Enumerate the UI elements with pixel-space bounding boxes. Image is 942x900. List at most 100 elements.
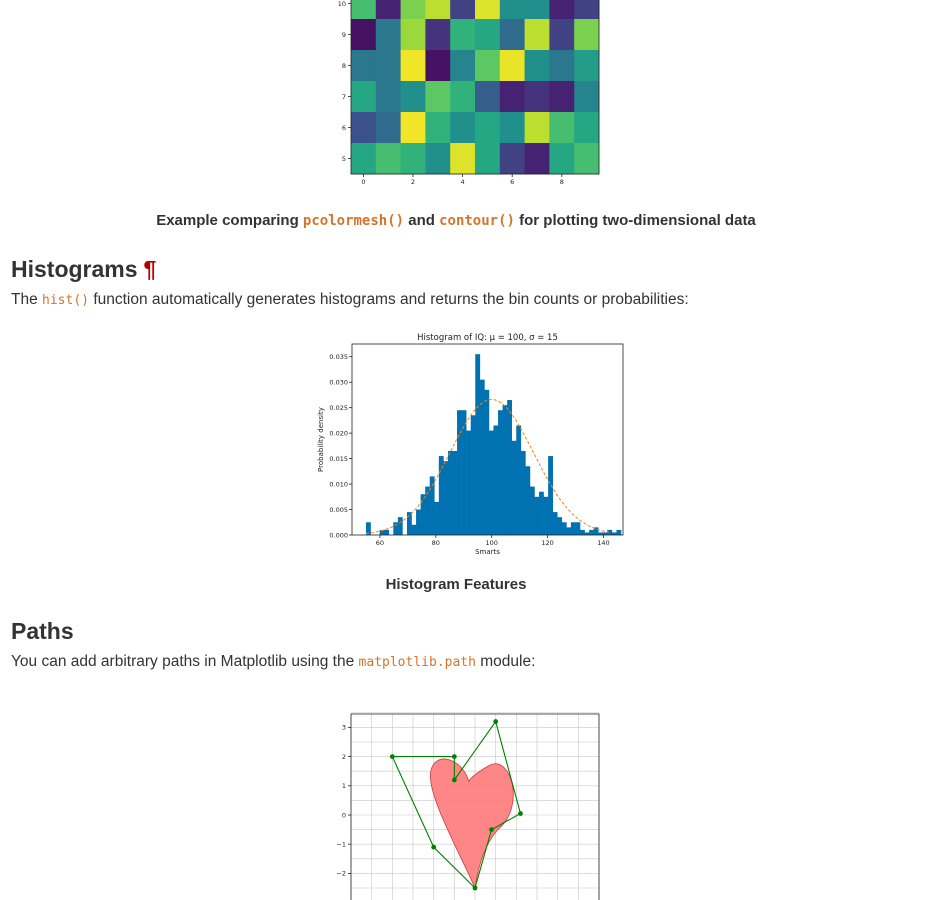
control-point: [431, 844, 437, 850]
histogram-bar: [616, 529, 622, 535]
pdf-curve-line: [365, 398, 610, 534]
heatmap-cell: [351, 112, 377, 144]
y-tick-label: 5: [342, 155, 346, 163]
heatmap-cell: [425, 81, 451, 113]
heatmap-cell: [574, 81, 600, 113]
x-tick-label: 100: [485, 539, 497, 547]
histogram-bar: [397, 517, 403, 535]
histogram-ylabel: Probability density: [317, 407, 325, 472]
histogram-bar: [498, 410, 503, 535]
histogram-bar: [434, 501, 440, 535]
heatmap-cell: [351, 0, 377, 20]
caption-code-pcolormesh[interactable]: pcolormesh(): [302, 213, 405, 229]
heart-shape: [430, 758, 514, 890]
heatmap-cell: [450, 81, 476, 113]
x-tick-label: 0: [361, 178, 365, 186]
y-tick-label: 0.035: [329, 353, 348, 361]
histogram-figure-caption: Histogram Features: [385, 576, 527, 593]
histogram-bar: [534, 496, 540, 535]
heatmap-cell: [549, 0, 575, 20]
heatmap-cell: [400, 50, 426, 82]
histogram-bar: [529, 486, 535, 535]
heatmap-cell: [524, 81, 550, 113]
heatmap-cell: [524, 0, 550, 20]
x-tick-label: 140: [597, 539, 609, 547]
path-frame: [350, 713, 600, 900]
histogram-bar: [543, 496, 549, 535]
anchor-link-icon[interactable]: ¶: [143, 256, 157, 282]
paragraph-code-hist[interactable]: hist(): [42, 293, 89, 308]
pcolormesh-chart: 0 2 4 6 8 5 6 7 8 9 10: [338, 0, 600, 186]
histogram-frame: [351, 343, 624, 536]
heatmap-cell: [375, 0, 401, 20]
histogram-bar: [406, 512, 412, 535]
heatmap-cell: [475, 143, 501, 175]
caption-text-and: and: [408, 212, 435, 229]
x-tick-label: 120: [541, 539, 553, 547]
y-tick-label: 0: [342, 811, 346, 819]
x-tick-label: 80: [432, 539, 440, 547]
histogram-bar: [607, 529, 613, 535]
histogram-bar: [566, 527, 572, 535]
paths-text-start: You can add arbitrary paths in Matplotli…: [11, 653, 355, 670]
y-tick-label: 10: [338, 0, 346, 8]
histograms-heading-text: Histograms: [11, 256, 138, 282]
heatmap-cell: [574, 143, 600, 175]
heatmap-cell: [475, 0, 501, 20]
histogram-bar: [525, 466, 531, 535]
path-chart: 3 2 1 0 −1 −2: [336, 712, 600, 900]
x-tick-label: 4: [461, 178, 465, 186]
section-title-histograms: Histograms ¶: [11, 256, 156, 283]
caption-text-end: for plotting two-dimensional data: [519, 212, 756, 229]
heatmap-cell: [524, 19, 550, 51]
histogram-bar: [488, 430, 494, 535]
histogram-bar: [502, 405, 508, 535]
histogram-bar: [507, 400, 512, 535]
histogram-bar: [475, 354, 481, 535]
paragraph-text-end: function automatically generates histogr…: [93, 291, 689, 308]
y-tick-label: 8: [342, 62, 346, 70]
y-tick-label: −2: [336, 870, 346, 878]
control-point: [451, 754, 457, 759]
histogram-bar: [593, 527, 599, 535]
heatmap-cell: [351, 81, 377, 113]
heatmap-cell: [549, 112, 575, 144]
heatmap-cell: [524, 50, 550, 82]
histogram-bar: [493, 425, 499, 535]
heatmap-cell: [400, 0, 426, 20]
histogram-bar: [520, 450, 526, 535]
x-tick-label: 8: [560, 178, 564, 186]
histogram-bar: [443, 461, 449, 535]
heatmap-cell: [425, 50, 451, 82]
y-tick-label: 9: [342, 31, 346, 39]
heatmap-cell: [549, 50, 575, 82]
histogram-bar: [425, 486, 431, 535]
paragraph-text-start: The: [11, 291, 38, 308]
histogram-bar: [365, 522, 371, 535]
x-tick-label: 60: [376, 539, 384, 547]
heatmap-cell: [574, 19, 600, 51]
control-point: [489, 827, 494, 832]
heatmap-cell: [425, 112, 451, 144]
control-point: [389, 754, 395, 759]
histogram-bar: [379, 529, 385, 535]
histogram-bar: [516, 425, 522, 535]
heatmap-cell: [450, 19, 476, 51]
heatmap-cell: [524, 143, 550, 175]
caption-code-contour[interactable]: contour(): [439, 213, 515, 229]
histogram-bar: [461, 410, 467, 535]
heatmap-cell: [475, 81, 501, 113]
heatmap-cell: [574, 0, 600, 20]
histogram-bar: [598, 532, 604, 535]
histogram-bar: [479, 379, 485, 535]
heatmap-cell: [400, 19, 426, 51]
heatmap-cell: [549, 143, 575, 175]
histogram-bar: [552, 512, 558, 535]
histogram-bar: [548, 456, 553, 535]
paths-code-module[interactable]: matplotlib.path: [358, 655, 476, 670]
histogram-bar: [511, 440, 517, 535]
histogram-bar: [580, 529, 585, 535]
heatmap-cell: [400, 112, 426, 144]
heatmap-cell: [499, 19, 525, 51]
y-tick-label: 6: [342, 124, 346, 132]
